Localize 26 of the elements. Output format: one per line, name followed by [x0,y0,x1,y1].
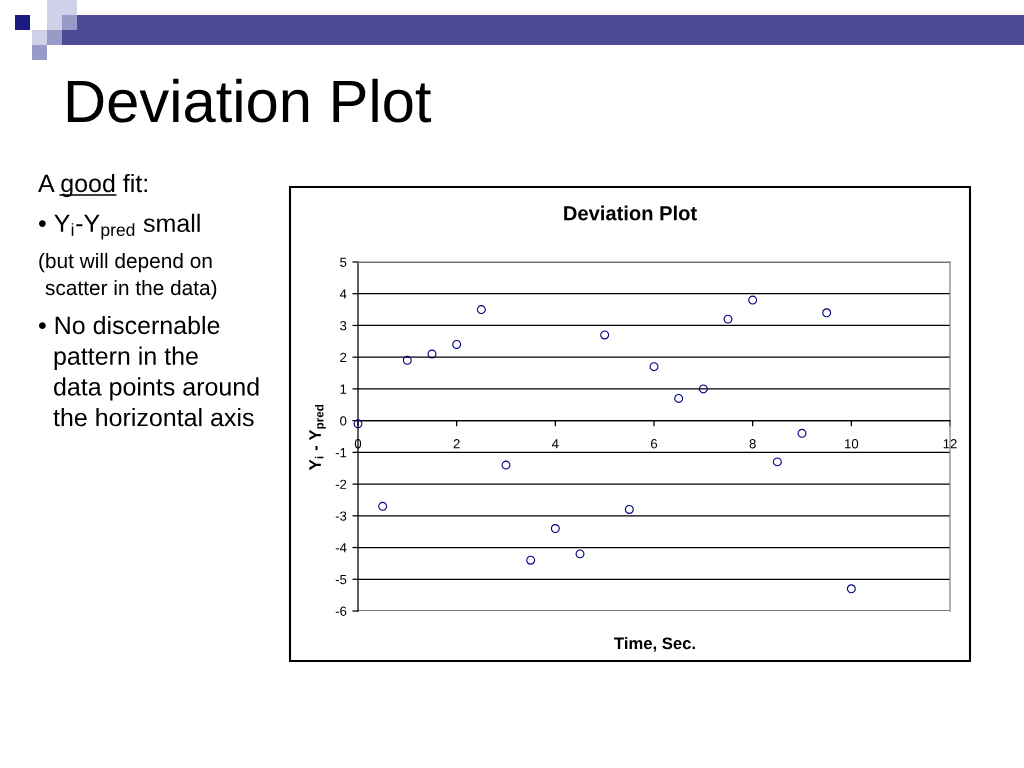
y-tick-label: -2 [335,479,347,489]
y-tick-label: 0 [340,416,347,426]
text: • No discernable pattern in the data points around the horizontal axis [38,315,259,427]
x-axis-title: Time, Sec. [614,637,695,652]
text: Deviation Plot [67,78,432,123]
x-tick-label: 2 [453,439,460,449]
y-tick-label: 1 [340,384,347,394]
x-tick-label: 8 [749,439,756,449]
x-tick-label: 10 [845,439,859,449]
text: • Y$_{i}$-Y$_{pred}$ small [38,213,200,240]
y-tick-label: -4 [335,543,347,553]
y-tick-label: -3 [335,511,347,521]
y-tick-label: 5 [340,257,347,267]
x-tick-label: 12 [943,439,957,449]
y-tick-label: -5 [335,574,347,585]
x-tick-label: 4 [551,439,559,449]
text: A good fit: [38,173,147,198]
y-axis-title: Y$_{i}$ - Y$_{pred}$ [309,404,326,471]
y-tick-label: -6 [335,606,347,616]
text: (but will depend on scatter in the data) [39,252,217,300]
x-tick-label: 6 [651,439,658,449]
y-tick-label: 3 [340,321,347,331]
y-tick-label: -1 [335,448,347,458]
y-tick-label: 4 [339,289,347,299]
chart-title: Deviation Plot [564,205,697,221]
y-tick-label: 2 [340,352,347,362]
